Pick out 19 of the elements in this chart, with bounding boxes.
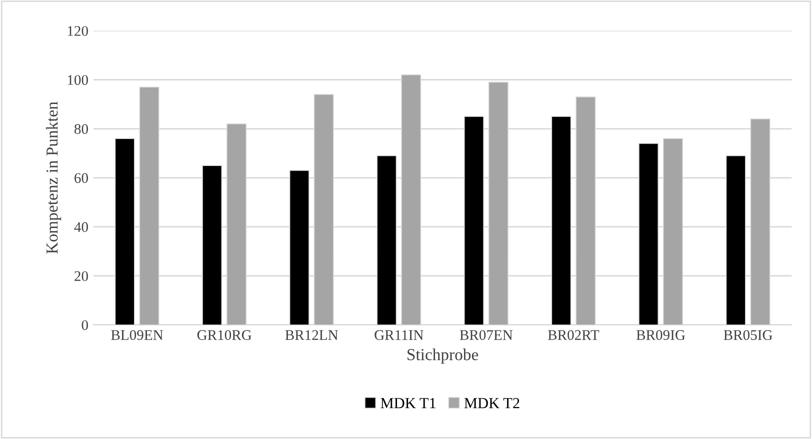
x-tick-label: GR10RG [197, 330, 252, 340]
x-tick-label: BR12LN [285, 330, 338, 340]
x-tick-label: BR02RT [548, 330, 600, 340]
x-tick-label: BL09EN [111, 330, 164, 340]
y-tick-label: 60 [74, 173, 88, 183]
legend-label: MDK T2 [464, 398, 520, 408]
y-tick-label: 20 [74, 271, 88, 282]
y-tick-label: 120 [68, 26, 88, 36]
x-tick-label: BR07EN [460, 330, 513, 340]
y-tick-label: 80 [74, 124, 88, 134]
y-tick-label: 0 [82, 320, 88, 330]
y-tick-label: 40 [74, 222, 88, 232]
x-tick-label: BR09IG [636, 330, 686, 340]
x-tick-label: GR11IN [374, 330, 424, 340]
x-axis-title: Stichprobe [408, 348, 478, 364]
legend-label: MDK T1 [380, 398, 436, 408]
x-tick-label: BR05IG [724, 330, 772, 340]
y-tick-label: 100 [68, 75, 88, 85]
y-axis-title: Kompetenz in Punkten [46, 102, 62, 254]
